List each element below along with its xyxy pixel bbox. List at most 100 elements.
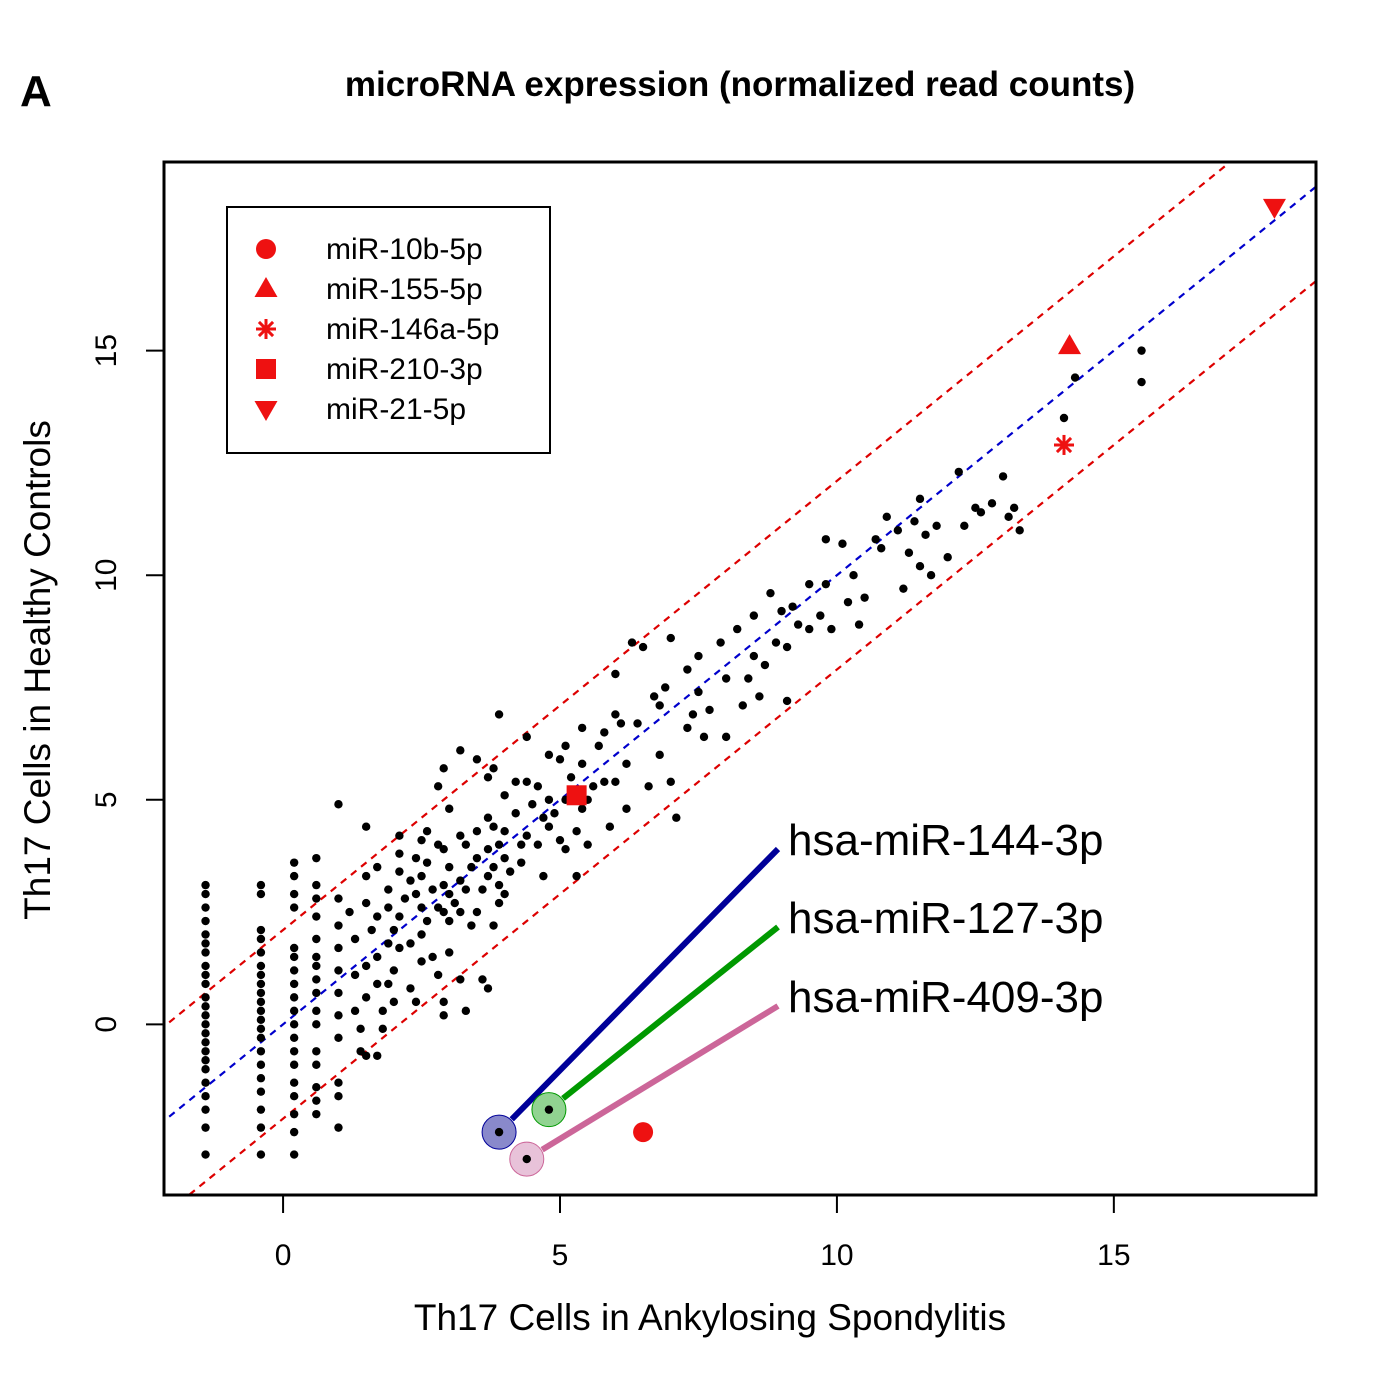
- data-point: [816, 611, 825, 620]
- data-point: [805, 579, 814, 589]
- data-point: [411, 997, 421, 1007]
- data-point: [433, 782, 443, 791]
- data-point: [428, 952, 437, 962]
- annotated-point: [544, 1105, 554, 1114]
- data-point: [256, 988, 266, 998]
- data-point: [716, 638, 725, 647]
- data-point: [201, 939, 210, 948]
- data-point: [289, 993, 299, 1002]
- data-point: [289, 1091, 299, 1101]
- highlight-point-miR-10b-5p: [633, 1122, 654, 1143]
- data-point: [583, 840, 592, 849]
- data-point: [871, 535, 880, 544]
- data-point: [483, 813, 493, 822]
- data-point: [400, 894, 410, 903]
- data-point: [821, 579, 831, 589]
- data-point: [289, 1006, 299, 1016]
- data-point: [544, 822, 554, 831]
- data-point: [478, 885, 487, 894]
- data-point: [445, 916, 454, 926]
- data-point: [361, 961, 371, 971]
- data-point: [201, 1150, 210, 1159]
- data-point: [483, 773, 493, 782]
- data-point: [312, 975, 321, 984]
- data-point: [489, 921, 498, 930]
- annotation-label: hsa-miR-409-3p: [788, 973, 1103, 1022]
- data-point: [483, 844, 493, 854]
- data-point: [289, 1150, 299, 1159]
- data-point: [201, 1002, 210, 1011]
- data-point: [533, 840, 543, 849]
- panel-letter: A: [20, 67, 52, 116]
- data-point: [289, 943, 299, 953]
- data-point: [954, 467, 963, 477]
- data-point: [201, 930, 210, 939]
- data-point: [1004, 512, 1013, 522]
- data-point: [766, 588, 775, 598]
- data-point: [201, 1047, 210, 1056]
- data-point: [384, 885, 393, 894]
- data-point: [201, 916, 210, 926]
- data-point: [312, 853, 321, 863]
- data-point: [312, 1006, 321, 1016]
- diagonal-reference-line: [164, 185, 1316, 1123]
- data-point: [289, 871, 299, 881]
- data-point: [494, 710, 504, 719]
- data-point: [201, 979, 210, 989]
- data-point: [334, 966, 343, 975]
- data-point: [633, 719, 642, 728]
- data-point: [472, 755, 482, 764]
- data-point: [838, 539, 847, 548]
- data-point: [472, 853, 482, 863]
- data-point: [350, 1006, 360, 1016]
- data-point: [793, 620, 803, 629]
- highlight-point-miR-146a-5p: [1054, 434, 1074, 455]
- data-point: [384, 979, 393, 989]
- data-point: [721, 732, 731, 742]
- data-point: [256, 1123, 266, 1132]
- data-point: [738, 701, 747, 710]
- data-point: [782, 696, 792, 706]
- data-point: [367, 925, 376, 935]
- data-point: [517, 858, 526, 867]
- data-point: [411, 853, 421, 863]
- data-point: [334, 988, 343, 998]
- data-point: [777, 606, 786, 616]
- data-point: [289, 858, 299, 867]
- data-point: [289, 979, 299, 989]
- data-point: [622, 804, 631, 813]
- data-point: [915, 562, 925, 571]
- data-point: [782, 642, 792, 652]
- data-point: [428, 885, 437, 894]
- data-point: [439, 880, 448, 890]
- data-point: [843, 597, 853, 607]
- data-point: [450, 898, 459, 908]
- data-point: [384, 903, 393, 912]
- data-point: [256, 925, 266, 935]
- data-point: [638, 642, 648, 652]
- data-point: [456, 975, 465, 984]
- data-point: [256, 1024, 266, 1034]
- y-axis-label: Th17 Cells in Healthy Controls: [17, 420, 58, 920]
- data-point: [1015, 526, 1024, 535]
- data-point: [289, 1033, 299, 1043]
- data-point: [605, 822, 615, 831]
- data-point: [577, 723, 587, 733]
- data-point: [389, 997, 399, 1007]
- data-point: [672, 813, 681, 822]
- data-point: [289, 1109, 299, 1119]
- data-point: [256, 1015, 266, 1025]
- data-point: [378, 1024, 387, 1034]
- data-point: [201, 1091, 210, 1101]
- data-point: [456, 746, 465, 755]
- data-point: [755, 692, 764, 701]
- legend-marker-miR-155-5p: [254, 277, 278, 297]
- data-point: [361, 898, 371, 908]
- data-point: [611, 710, 620, 719]
- y-tick-label: 5: [90, 791, 123, 808]
- data-point: [334, 1033, 343, 1043]
- data-point: [289, 952, 299, 962]
- data-point: [533, 782, 543, 791]
- data-point: [289, 1060, 299, 1069]
- data-point: [334, 800, 343, 809]
